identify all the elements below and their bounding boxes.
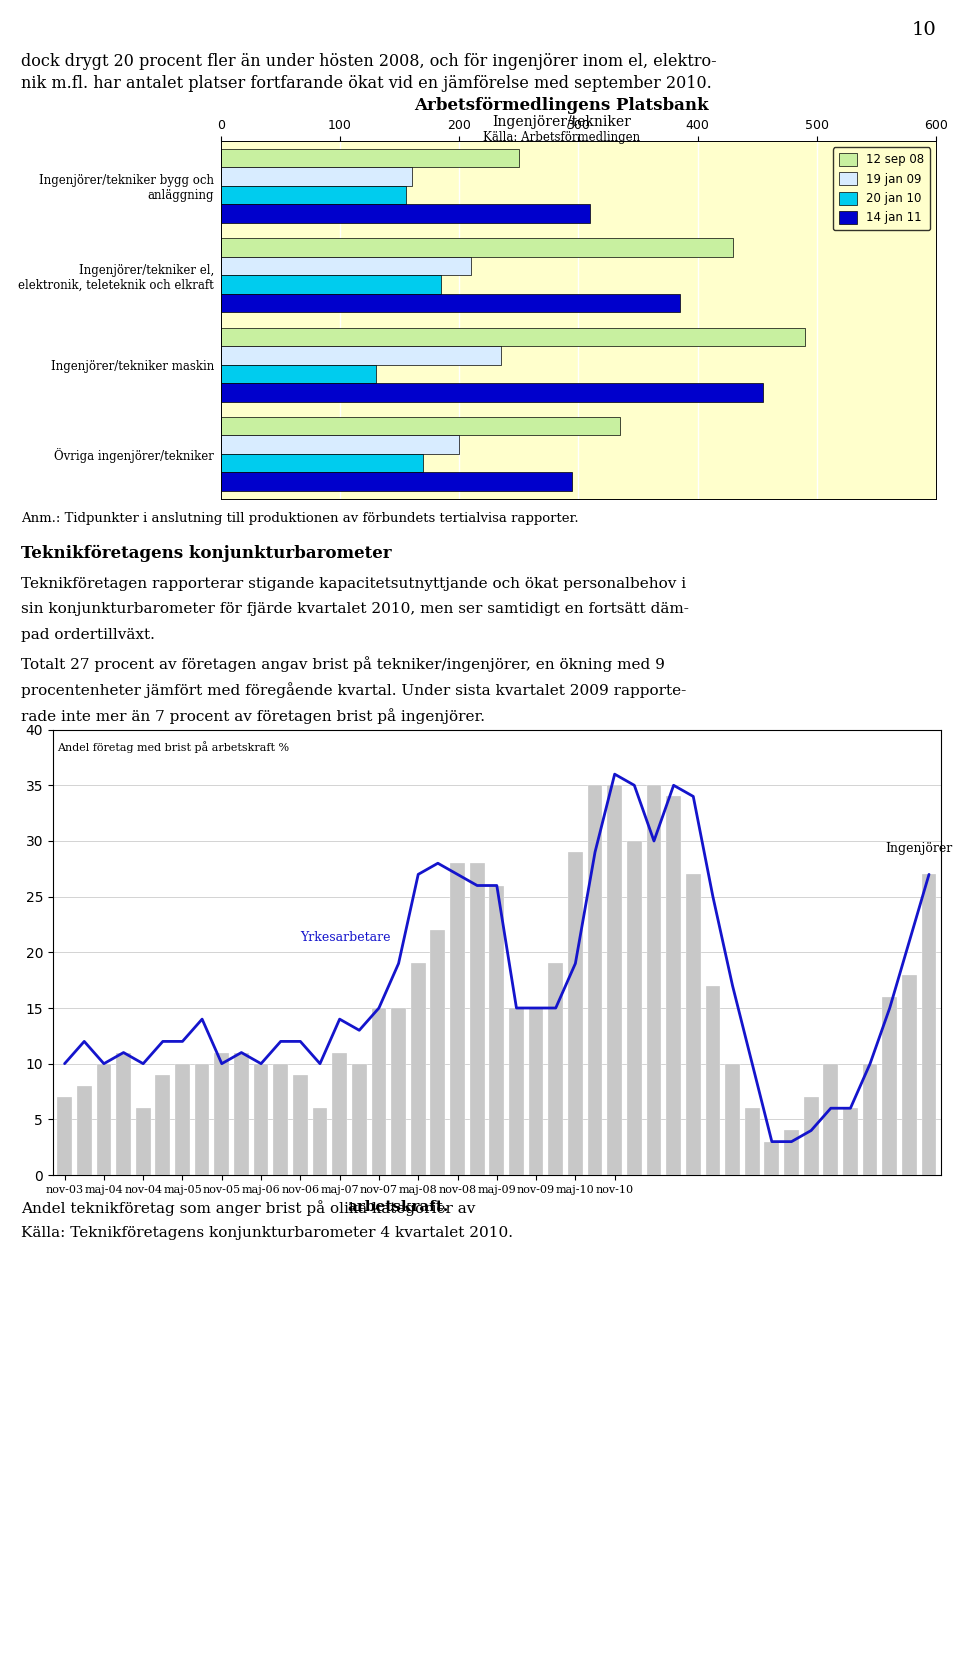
Bar xyxy=(135,1109,151,1175)
Bar xyxy=(313,1109,327,1175)
Text: rade inte mer än 7 procent av företagen brist på ingenjörer.: rade inte mer än 7 procent av företagen … xyxy=(21,708,485,725)
Bar xyxy=(372,1007,386,1175)
Text: Ingenjörer/tekniker: Ingenjörer/tekniker xyxy=(492,115,631,128)
Text: Ingenjörer: Ingenjörer xyxy=(885,843,953,856)
Text: nik m.fl. har antalet platser fortfarande ökat vid en jämförelse med september 2: nik m.fl. har antalet platser fortfarand… xyxy=(21,75,712,91)
Bar xyxy=(608,786,622,1175)
Bar xyxy=(647,786,661,1175)
Bar xyxy=(214,1052,229,1175)
Bar xyxy=(685,874,701,1175)
Bar xyxy=(221,384,763,402)
Bar xyxy=(568,853,583,1175)
Bar xyxy=(706,986,720,1175)
Bar xyxy=(490,886,504,1175)
Bar xyxy=(156,1075,170,1175)
Bar xyxy=(548,964,564,1175)
Bar xyxy=(725,1064,740,1175)
Bar xyxy=(221,256,471,276)
Bar xyxy=(824,1064,838,1175)
Bar xyxy=(221,238,733,256)
Text: Andel företag med brist på arbetskraft %: Andel företag med brist på arbetskraft % xyxy=(58,741,289,753)
Bar xyxy=(253,1064,269,1175)
Bar xyxy=(293,1075,308,1175)
Bar xyxy=(529,1007,543,1175)
Text: Totalt 27 procent av företagen angav brist på tekniker/ingenjörer, en ökning med: Totalt 27 procent av företagen angav bri… xyxy=(21,656,665,673)
Bar xyxy=(234,1052,249,1175)
Bar xyxy=(882,997,897,1175)
Bar xyxy=(411,964,425,1175)
Bar xyxy=(221,276,442,294)
Bar xyxy=(784,1130,799,1175)
Bar xyxy=(509,1007,524,1175)
Bar xyxy=(804,1097,819,1175)
Bar xyxy=(332,1052,347,1175)
Bar xyxy=(627,841,641,1175)
Bar xyxy=(392,1007,406,1175)
Bar xyxy=(863,1064,877,1175)
Bar xyxy=(221,417,620,435)
Bar xyxy=(221,472,572,490)
Legend: 12 sep 08, 19 jan 09, 20 jan 10, 14 jan 11: 12 sep 08, 19 jan 09, 20 jan 10, 14 jan … xyxy=(833,148,930,231)
Text: Teknikföretagen rapporterar stigande kapacitetsutnyttjande och ökat personalbeho: Teknikföretagen rapporterar stigande kap… xyxy=(21,577,686,590)
Text: dock drygt 20 procent fler än under hösten 2008, och för ingenjörer inom el, ele: dock drygt 20 procent fler än under höst… xyxy=(21,53,717,70)
Bar xyxy=(745,1109,759,1175)
Bar xyxy=(430,931,445,1175)
Bar xyxy=(175,1064,190,1175)
Text: arbetskraft.: arbetskraft. xyxy=(348,1200,448,1213)
Text: procentenheter jämfört med föregående kvartal. Under sista kvartalet 2009 rappor: procentenheter jämfört med föregående kv… xyxy=(21,681,686,698)
Text: Källa: Teknikföretagens konjunkturbarometer 4 kvartalet 2010.: Källa: Teknikföretagens konjunkturbarome… xyxy=(21,1227,513,1240)
Bar xyxy=(58,1097,72,1175)
Bar xyxy=(221,364,375,384)
Text: 10: 10 xyxy=(911,20,936,38)
Text: pad ordertillväxt.: pad ordertillväxt. xyxy=(21,628,155,642)
Bar xyxy=(77,1085,91,1175)
Text: Teknikföretagens konjunkturbarometer: Teknikföretagens konjunkturbarometer xyxy=(21,545,392,562)
Bar xyxy=(352,1064,367,1175)
Bar xyxy=(221,150,518,168)
Text: Arbetsförmedlingens Platsbank: Arbetsförmedlingens Platsbank xyxy=(415,96,708,113)
Bar xyxy=(666,796,681,1175)
Text: sin konjunkturbarometer för fjärde kvartalet 2010, men ser samtidigt en fortsätt: sin konjunkturbarometer för fjärde kvart… xyxy=(21,602,689,617)
Bar xyxy=(221,454,423,472)
Bar xyxy=(922,874,936,1175)
Bar xyxy=(274,1064,288,1175)
Bar xyxy=(221,346,501,364)
Bar xyxy=(843,1109,858,1175)
Bar xyxy=(195,1064,209,1175)
Bar xyxy=(450,863,465,1175)
Text: Källa: Arbetsförmedlingen: Källa: Arbetsförmedlingen xyxy=(483,131,640,145)
Bar xyxy=(221,327,804,346)
Bar xyxy=(469,863,485,1175)
Bar xyxy=(764,1142,780,1175)
Bar xyxy=(221,186,405,204)
Bar xyxy=(221,168,412,186)
Bar xyxy=(221,204,590,223)
Bar xyxy=(588,786,602,1175)
Bar xyxy=(97,1064,111,1175)
Bar xyxy=(221,435,459,454)
Bar xyxy=(221,294,680,312)
Bar xyxy=(902,974,917,1175)
Bar xyxy=(116,1052,131,1175)
Text: Yrkesarbetare: Yrkesarbetare xyxy=(300,931,391,944)
Text: Anm.: Tidpunkter i anslutning till produktionen av förbundets tertialvisa rappor: Anm.: Tidpunkter i anslutning till produ… xyxy=(21,512,579,525)
Text: Andel teknikföretag som anger brist på olika kategorier av: Andel teknikföretag som anger brist på o… xyxy=(21,1200,480,1217)
